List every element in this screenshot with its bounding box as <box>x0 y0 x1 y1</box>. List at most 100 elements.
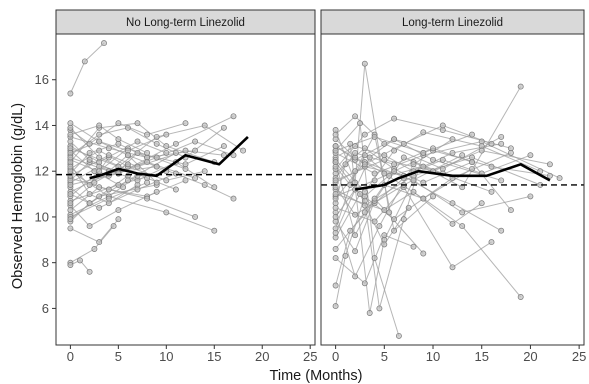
observation-point <box>67 216 74 223</box>
observation-point <box>153 163 160 170</box>
observation-point <box>332 191 339 198</box>
observation-point <box>342 161 349 168</box>
observation-point <box>67 124 74 131</box>
observation-point <box>439 122 446 129</box>
observation-point <box>86 181 93 188</box>
observation-point <box>361 280 368 287</box>
observation-point <box>332 159 339 166</box>
observation-point <box>371 133 378 140</box>
observation-point <box>430 145 436 152</box>
y-tick-label: 8 <box>42 255 49 270</box>
observation-point <box>96 239 103 246</box>
observation-point <box>371 218 378 225</box>
observation-point <box>488 239 495 246</box>
x-tick-label: 25 <box>303 349 317 364</box>
y-tick-label: 6 <box>42 301 49 316</box>
observation-point <box>134 163 141 170</box>
observation-point <box>420 149 427 156</box>
observation-point <box>86 200 93 207</box>
observation-point <box>391 161 398 168</box>
observation-point <box>67 225 74 232</box>
observation-point <box>410 177 417 184</box>
observation-point <box>347 227 354 234</box>
observation-point <box>371 255 378 262</box>
observation-point <box>124 124 131 131</box>
facet-panel-2: Long-term Linezolid 0 5 10 15 20 25 <box>320 9 586 364</box>
observation-point <box>115 207 122 214</box>
observation-point <box>332 177 339 184</box>
observation-point <box>172 186 179 193</box>
observation-point <box>342 252 349 259</box>
observation-point <box>400 154 407 161</box>
observation-point <box>400 140 407 147</box>
observation-point <box>391 115 398 122</box>
observation-point <box>124 177 131 184</box>
observation-point <box>410 161 417 168</box>
y-axis-ticks: 6 8 10 12 14 16 <box>35 72 56 316</box>
observation-point <box>144 195 151 202</box>
observation-point <box>67 90 74 97</box>
observation-point <box>488 140 495 147</box>
observation-point <box>517 83 524 90</box>
observation-point <box>86 149 93 156</box>
observation-point <box>469 165 475 172</box>
observation-point <box>332 255 339 262</box>
observation-point <box>101 40 107 47</box>
individual-trajectory <box>70 134 167 154</box>
observation-point <box>124 161 131 168</box>
observation-point <box>507 149 514 156</box>
observation-point <box>211 184 218 191</box>
observation-point <box>361 161 368 168</box>
observation-point <box>352 168 359 175</box>
y-axis-title: Observed Hemoglobin (g/dL) <box>10 103 26 289</box>
observation-point <box>332 229 339 236</box>
observation-point <box>352 113 359 120</box>
observation-point <box>105 186 112 193</box>
observation-point <box>67 262 74 268</box>
observation-point <box>478 200 485 207</box>
observation-point <box>192 138 199 145</box>
observation-point <box>361 152 368 159</box>
individual-trajectory <box>335 170 502 307</box>
observation-point <box>405 204 412 211</box>
observation-point <box>172 140 179 147</box>
observation-point <box>211 227 218 234</box>
observation-point <box>332 213 339 220</box>
observation-point <box>332 282 339 289</box>
observation-point <box>120 184 127 191</box>
y-tick-label: 14 <box>35 118 49 133</box>
observation-point <box>220 143 227 150</box>
y-axis: 6 8 10 12 14 16 Observed Hemoglobin (g/dL) <box>10 72 56 316</box>
plot-area <box>321 60 584 339</box>
observation-point <box>96 138 103 145</box>
observation-point <box>400 216 407 223</box>
observation-point <box>488 188 495 195</box>
observation-point <box>395 332 402 339</box>
observation-point <box>410 243 417 250</box>
observation-point <box>115 120 122 127</box>
observation-point <box>86 268 93 275</box>
observation-point <box>420 129 427 136</box>
observation-point <box>527 193 534 200</box>
observation-point <box>366 154 373 161</box>
observation-point <box>352 211 359 218</box>
observation-point <box>182 120 189 127</box>
x-tick-label: 15 <box>474 349 488 364</box>
observation-point <box>361 145 368 152</box>
observation-point <box>86 223 93 230</box>
observation-point <box>459 209 466 216</box>
observation-point <box>459 152 466 159</box>
observation-point <box>361 131 368 138</box>
individual-trajectory <box>70 191 157 227</box>
y-tick-label: 16 <box>35 72 49 87</box>
observation-point <box>507 207 514 214</box>
observation-point <box>366 310 373 316</box>
observation-point <box>361 209 368 216</box>
observation-point <box>96 122 103 129</box>
observation-point <box>86 156 93 163</box>
panel-border <box>55 33 316 346</box>
x-axis-ticks: 0 5 10 15 20 25 <box>332 345 586 364</box>
observation-point <box>201 122 208 129</box>
observation-point <box>201 168 208 175</box>
